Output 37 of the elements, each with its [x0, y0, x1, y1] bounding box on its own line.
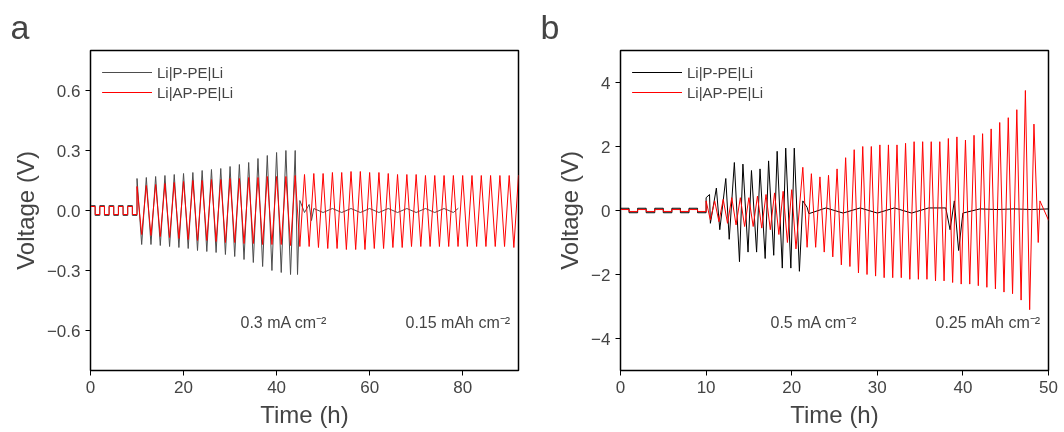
x-tick-label: 20 [782, 377, 802, 397]
y-tick-label: 0 [601, 201, 611, 221]
x-tick-label: 40 [953, 377, 973, 397]
x-tick-label: 20 [174, 377, 194, 397]
y-tick-label: 0.3 [56, 141, 81, 161]
chart-title: b [540, 7, 560, 46]
x-tick-label: 10 [696, 377, 716, 397]
x-tick-label: 80 [453, 377, 473, 397]
x-axis-title: Time (h) [790, 400, 879, 428]
y-tick-label: 0.6 [56, 81, 81, 101]
legend-label: Li|AP-PE|Li [687, 83, 764, 101]
y-tick-label: −0.6 [46, 321, 81, 341]
annotation: 0.25 mAh cm⁻² [935, 313, 1041, 331]
x-tick-label: 40 [267, 377, 287, 397]
line-series [620, 147, 1049, 272]
y-tick-label: −2 [591, 265, 611, 285]
annotation: 0.3 mA cm⁻² [240, 313, 328, 331]
y-tick-label: 2 [601, 137, 611, 157]
legend-label: Li|P-PE|Li [687, 63, 754, 81]
annotation: 0.15 mAh cm⁻² [405, 313, 511, 331]
x-tick-label: 60 [360, 377, 380, 397]
annotation: 0.5 mA cm⁻² [770, 313, 858, 331]
x-tick-label: 30 [867, 377, 887, 397]
y-tick-label: 4 [601, 73, 611, 93]
legend-label: Li|P-PE|Li [157, 63, 224, 81]
chart-title: a [10, 7, 30, 46]
x-tick-label: 0 [85, 377, 96, 397]
y-axis-title: Voltage (V) [11, 151, 39, 270]
y-axis-title: Voltage (V) [556, 151, 584, 270]
x-tick-label: 0 [615, 377, 626, 397]
y-tick-label: −0.3 [46, 261, 81, 281]
x-tick-label: 50 [1039, 377, 1058, 397]
legend-label: Li|AP-PE|Li [157, 83, 234, 101]
y-tick-label: 0.0 [56, 201, 81, 221]
line-series [90, 171, 519, 250]
y-tick-label: −4 [591, 329, 611, 349]
x-axis-title: Time (h) [260, 400, 349, 428]
